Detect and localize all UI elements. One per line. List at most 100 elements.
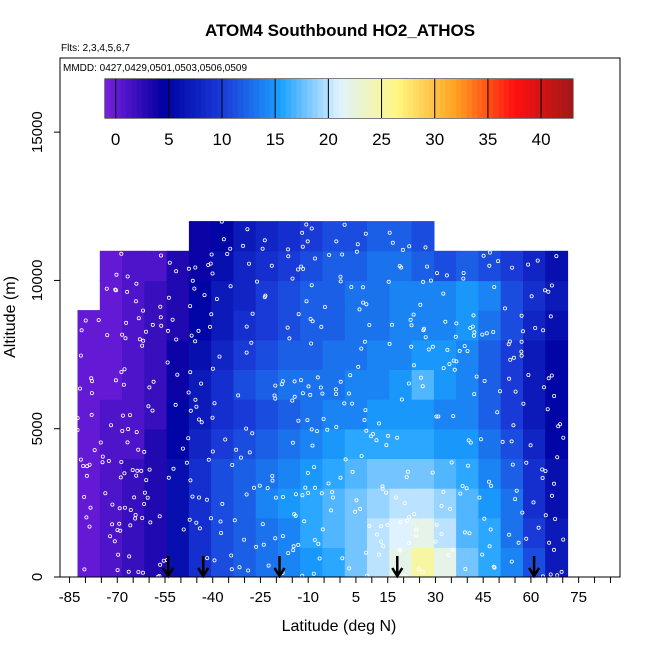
data-point — [229, 553, 234, 558]
data-point — [550, 493, 555, 498]
heatmap-cell — [389, 280, 413, 311]
heatmap-cell — [255, 310, 279, 341]
data-point — [545, 407, 550, 412]
data-point — [358, 506, 363, 511]
data-point — [157, 514, 162, 519]
heatmap-cell — [433, 458, 457, 489]
data-point — [165, 328, 170, 333]
data-point — [387, 230, 392, 235]
data-point — [500, 439, 505, 444]
data-point — [507, 376, 512, 381]
data-point — [309, 283, 314, 288]
colorbar-segment — [344, 79, 351, 118]
data-point — [555, 455, 560, 460]
heatmap-cell — [523, 369, 546, 400]
data-point — [208, 516, 213, 521]
heatmap-cell — [322, 369, 346, 400]
data-point — [430, 470, 435, 475]
colorbar-segment — [445, 79, 452, 118]
data-point — [194, 520, 199, 525]
heatmap-cell — [367, 517, 390, 548]
data-point — [447, 361, 452, 366]
heatmap-cell — [478, 547, 502, 577]
data-point — [126, 569, 131, 574]
data-point — [433, 539, 438, 544]
colorbar-segment — [471, 79, 478, 118]
data-point — [196, 495, 201, 500]
data-point — [488, 527, 493, 532]
heatmap-cell — [344, 280, 368, 311]
heatmap-cell — [523, 280, 546, 311]
colorbar-segment — [477, 79, 483, 118]
data-point — [463, 567, 468, 572]
data-point — [528, 443, 533, 448]
data-point — [458, 491, 463, 496]
data-point — [347, 566, 352, 571]
data-point — [478, 437, 483, 442]
profile-arrowhead — [528, 567, 541, 579]
colorbar-segment — [461, 79, 468, 118]
data-point — [257, 483, 262, 488]
heatmap-cell — [411, 517, 435, 548]
heatmap-cell — [300, 250, 324, 282]
data-point — [140, 343, 145, 348]
heatmap-cell — [389, 339, 413, 370]
heatmap-cell — [478, 458, 502, 489]
data-point — [367, 322, 372, 327]
data-point — [468, 440, 473, 445]
data-point — [188, 304, 193, 309]
data-point — [513, 389, 518, 394]
y-axis: 0 5000 10000 15000 — [29, 111, 60, 581]
data-point — [296, 542, 301, 547]
heatmap-cell — [523, 458, 546, 489]
colorbar-segment — [253, 79, 260, 118]
heatmap-cell — [322, 310, 346, 341]
data-point — [158, 315, 163, 320]
heatmap-cell — [278, 488, 301, 519]
data-point — [78, 353, 83, 358]
heatmap-cell — [456, 369, 479, 400]
heatmap-cell — [389, 547, 413, 577]
data-point — [85, 464, 90, 469]
colorbar-segment — [317, 79, 324, 118]
data-point — [190, 494, 195, 499]
heatmap-cell — [233, 310, 257, 341]
data-point — [158, 253, 163, 258]
data-point — [124, 320, 129, 325]
data-point — [552, 481, 557, 486]
data-point — [340, 252, 345, 257]
colorbar-segment — [174, 79, 180, 118]
data-point — [202, 293, 207, 298]
data-point — [174, 269, 179, 274]
heatmap-cell — [144, 428, 168, 459]
heatmap-cell — [144, 399, 168, 430]
data-point — [79, 328, 84, 333]
data-point — [312, 538, 317, 543]
colorbar-segment — [184, 79, 191, 118]
data-point — [362, 339, 367, 344]
data-point — [542, 385, 547, 390]
data-point — [506, 342, 511, 347]
heatmap-cell — [300, 458, 324, 489]
heatmap-cell — [255, 517, 279, 548]
data-point — [508, 357, 513, 362]
data-point — [125, 289, 130, 294]
data-point — [330, 490, 335, 495]
heatmap-cell — [166, 458, 190, 489]
data-point — [461, 270, 466, 275]
colorbar-segment — [243, 79, 249, 118]
data-point — [482, 516, 487, 521]
data-point — [128, 507, 133, 512]
colorbar-segment — [386, 79, 393, 118]
data-point — [304, 299, 309, 304]
data-point — [286, 254, 291, 259]
data-point — [280, 494, 285, 499]
data-point — [302, 519, 307, 524]
data-point — [89, 412, 94, 417]
heatmap-cell — [122, 310, 145, 341]
data-point — [165, 360, 170, 365]
data-point — [381, 544, 386, 549]
x-tick-label: -55 — [154, 589, 176, 606]
data-point — [540, 467, 545, 472]
data-point — [441, 291, 446, 296]
